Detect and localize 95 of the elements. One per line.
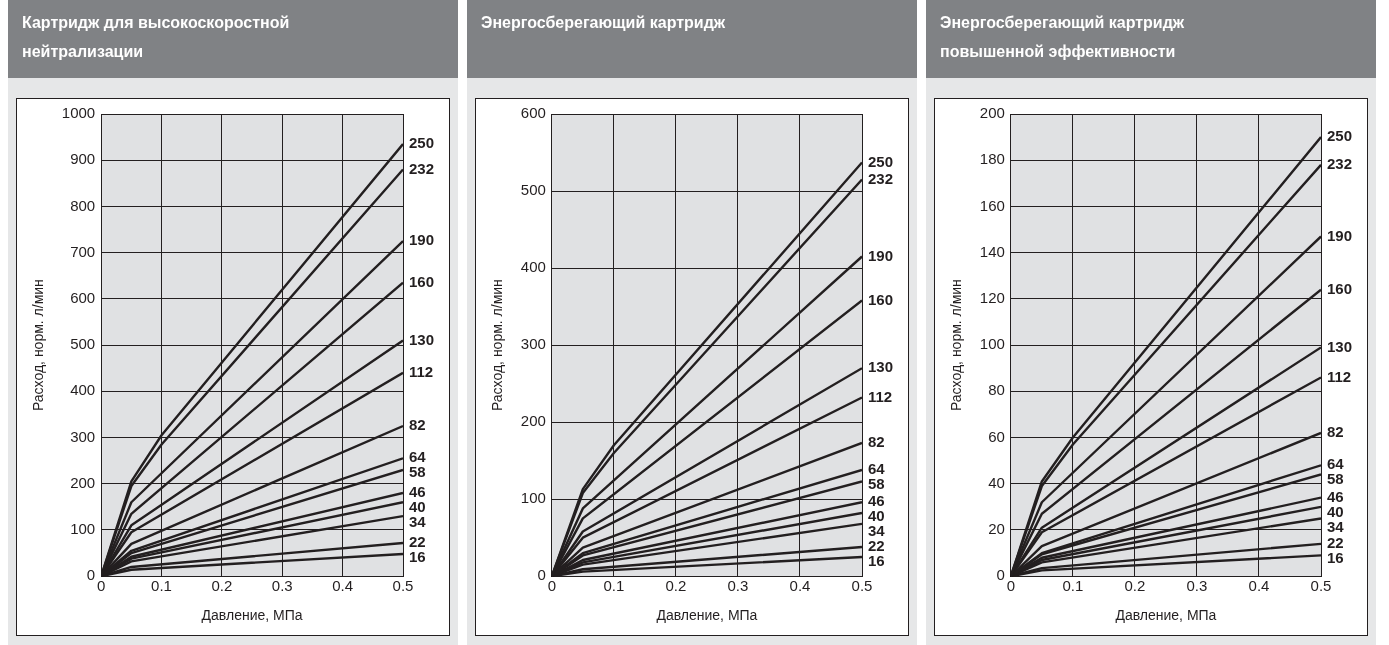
x-tick-label: 0.3	[271, 577, 293, 595]
series-label: 190	[409, 231, 435, 249]
series-label: 130	[1327, 337, 1353, 355]
chart-title: Энергосберегающий картридж повышенной эффективности	[926, 0, 1376, 78]
x-axis-title: Давление, МПа	[1115, 607, 1217, 624]
x-tick-label: 0.3	[727, 577, 749, 595]
x-axis-title: Давление, МПа	[656, 607, 758, 624]
x-tick-label: 0.4	[1248, 577, 1270, 595]
y-tick-label: 400	[520, 258, 546, 276]
y-tick-label: 200	[520, 412, 546, 430]
x-tick-label: 0.1	[1062, 577, 1084, 595]
series-label: 58	[409, 463, 426, 481]
y-tick-label: 1000	[61, 104, 96, 122]
series-label: 232	[868, 169, 894, 187]
series-label: 64	[1327, 455, 1345, 473]
x-axis-title: Давление, МПа	[201, 607, 303, 624]
series-label: 112	[868, 387, 893, 405]
x-tick-label: 0.1	[151, 577, 172, 595]
series-label: 82	[868, 433, 885, 451]
x-tick-label: 0.1	[603, 577, 625, 595]
y-tick-label: 200	[70, 473, 96, 491]
series-label: 34	[409, 513, 427, 531]
y-tick-label: 40	[988, 473, 1005, 491]
y-tick-label: 400	[70, 381, 96, 399]
series-label: 16	[409, 548, 426, 566]
series-label: 16	[868, 552, 885, 570]
x-tick-label: 0.2	[211, 577, 233, 595]
y-tick-label: 900	[70, 150, 96, 168]
chart-title: Картридж для высокоскоростной нейтрализации	[8, 0, 458, 78]
y-tick-label: 500	[520, 181, 546, 199]
series-label: 160	[868, 290, 894, 308]
y-tick-label: 20	[988, 520, 1005, 538]
series-label: 82	[1327, 423, 1344, 441]
series-label: 64	[868, 460, 886, 478]
y-tick-label: 600	[520, 104, 546, 122]
series-label: 40	[868, 507, 885, 525]
y-tick-label: 80	[988, 381, 1005, 399]
series-label: 22	[868, 537, 885, 555]
x-tick-label: 0.5	[392, 577, 414, 595]
series-label: 190	[868, 246, 894, 264]
series-label: 22	[1327, 533, 1344, 551]
x-tick-label: 0.5	[851, 577, 873, 595]
series-label: 190	[1327, 226, 1353, 244]
series-label: 160	[409, 272, 435, 290]
y-axis-title: Расход, норм. л/мин	[489, 279, 506, 412]
series-label: 46	[868, 492, 885, 510]
series-label: 34	[1327, 517, 1345, 535]
series-label: 46	[1327, 487, 1344, 505]
series-label: 16	[1327, 548, 1344, 566]
series-label: 40	[409, 498, 426, 516]
x-tick-label: 0.3	[1186, 577, 1208, 595]
series-label: 232	[1327, 154, 1353, 172]
x-tick-label: 0.4	[332, 577, 354, 595]
y-tick-label: 700	[70, 242, 96, 260]
series-label: 112	[409, 362, 434, 380]
series-label: 40	[1327, 502, 1344, 520]
y-tick-label: 300	[520, 335, 546, 353]
x-tick-label: 0.4	[789, 577, 811, 595]
y-tick-label: 100	[520, 489, 546, 507]
y-tick-label: 0	[537, 566, 546, 584]
y-tick-label: 100	[979, 335, 1005, 353]
y-tick-label: 600	[70, 289, 96, 307]
series-label: 130	[409, 330, 435, 348]
y-tick-label: 0	[86, 566, 96, 584]
y-tick-label: 0	[996, 566, 1005, 584]
y-tick-label: 160	[979, 196, 1005, 214]
y-tick-label: 500	[70, 335, 96, 353]
series-label: 112	[1327, 367, 1352, 385]
series-label: 160	[1327, 279, 1353, 297]
series-label: 82	[409, 416, 426, 434]
y-axis-title: Расход, норм. л/мин	[948, 279, 965, 412]
y-tick-label: 300	[70, 427, 96, 445]
x-tick-label: 0.5	[1310, 577, 1332, 595]
y-axis-title: Расход, норм. л/мин	[30, 279, 47, 412]
x-tick-label: 0.2	[665, 577, 687, 595]
series-label: 58	[868, 475, 885, 493]
x-tick-label: 0.2	[1124, 577, 1146, 595]
series-label: 250	[409, 134, 435, 152]
y-tick-label: 200	[979, 104, 1005, 122]
series-label: 58	[1327, 470, 1344, 488]
series-label: 64	[409, 448, 427, 466]
series-label: 232	[409, 159, 435, 177]
chart-title: Энергосберегающий картридж	[467, 0, 917, 78]
series-label: 46	[409, 483, 426, 501]
series-label: 130	[868, 358, 894, 376]
series-label: 34	[868, 522, 886, 540]
series-label: 22	[409, 533, 426, 551]
y-tick-label: 800	[70, 196, 96, 214]
y-tick-label: 60	[988, 427, 1005, 445]
y-tick-label: 100	[70, 520, 96, 538]
y-tick-label: 140	[979, 242, 1005, 260]
series-label: 250	[868, 152, 894, 170]
y-tick-label: 120	[979, 289, 1005, 307]
series-label: 250	[1327, 127, 1353, 145]
y-tick-label: 180	[979, 150, 1005, 168]
